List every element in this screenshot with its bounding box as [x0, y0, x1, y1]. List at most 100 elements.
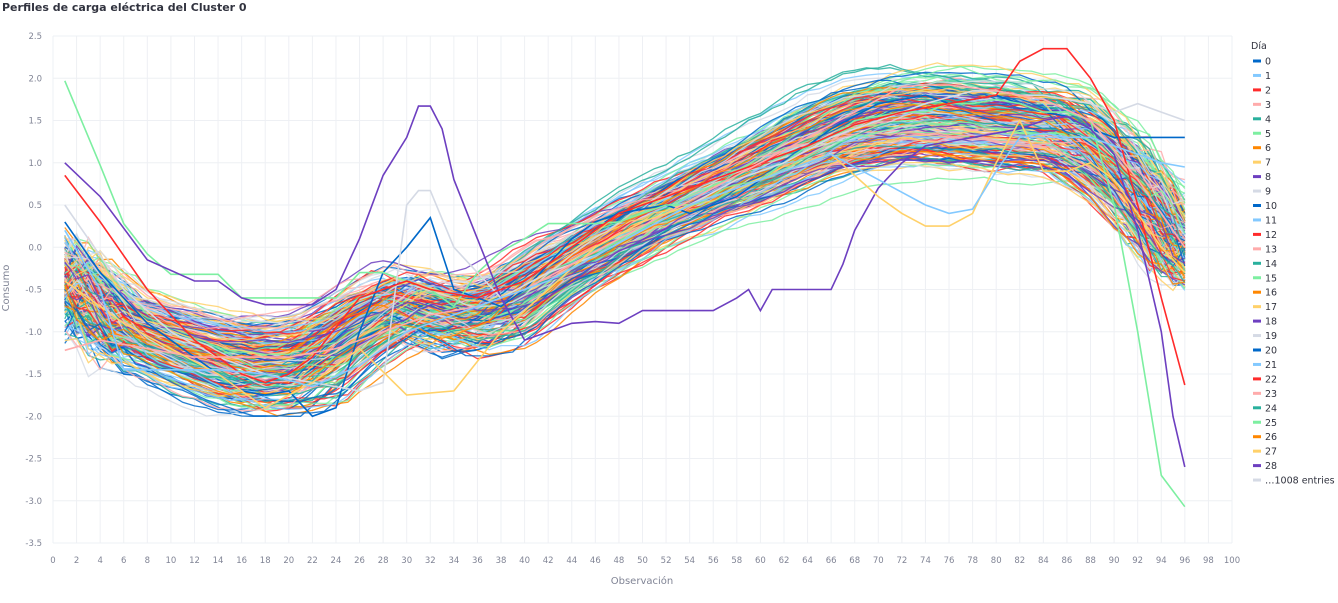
- series-lines[interactable]: [64, 47, 1186, 508]
- profile-line[interactable]: [64, 97, 1185, 390]
- profile-line[interactable]: [64, 134, 1186, 323]
- x-tick-label: 90: [1109, 556, 1120, 566]
- legend-item[interactable]: 17: [1265, 302, 1277, 313]
- profile-line[interactable]: [64, 67, 1186, 369]
- x-tick-label: 10: [165, 556, 176, 566]
- x-tick-label: 54: [684, 556, 695, 566]
- profile-line[interactable]: [64, 118, 1186, 389]
- x-tick-label: 78: [967, 556, 978, 566]
- legend-title: Día: [1251, 41, 1267, 52]
- x-tick-label: 24: [331, 556, 342, 566]
- legend-item[interactable]: 27: [1265, 447, 1277, 458]
- profile-line[interactable]: [64, 80, 1185, 365]
- y-tick-label: -1.5: [25, 370, 42, 380]
- y-axis-ticks: -3.5 -3.0 -2.5 -2.0 -1.5 -1.0 -0.5 0.0 0.5 1.0 1.5…: [25, 32, 42, 549]
- x-tick-label: 32: [425, 556, 436, 566]
- x-tick-label: 64: [802, 556, 813, 566]
- x-tick-label: 14: [213, 556, 224, 566]
- x-tick-label: 60: [755, 556, 766, 566]
- x-tick-label: 0: [50, 556, 55, 566]
- x-tick-label: 96: [1179, 556, 1190, 566]
- x-tick-label: 36: [472, 556, 483, 566]
- legend-item[interactable]: 2: [1265, 85, 1271, 96]
- x-tick-label: 4: [97, 556, 102, 566]
- x-tick-label: 98: [1203, 556, 1214, 566]
- legend-item[interactable]: 7: [1265, 158, 1271, 169]
- x-tick-label: 22: [307, 556, 318, 566]
- x-tick-label: 42: [543, 556, 554, 566]
- legend-item[interactable]: 11: [1265, 215, 1277, 226]
- y-tick-label: 1.5: [28, 117, 42, 127]
- legend[interactable]: Día 012345678910111213141516171819202122…: [1251, 41, 1335, 487]
- profile-line[interactable]: [64, 159, 1186, 362]
- x-tick-label: 2: [74, 556, 79, 566]
- legend-item[interactable]: 23: [1265, 389, 1277, 400]
- x-tick-label: 66: [826, 556, 837, 566]
- x-tick-label: 56: [708, 556, 719, 566]
- legend-item[interactable]: 1: [1265, 71, 1271, 82]
- legend-item[interactable]: 5: [1265, 129, 1271, 140]
- legend-item[interactable]: 24: [1265, 403, 1277, 414]
- profile-line[interactable]: [64, 111, 1186, 388]
- series-line-8[interactable]: [64, 105, 1186, 468]
- y-tick-label: -0.5: [25, 286, 42, 296]
- x-tick-label: 68: [849, 556, 860, 566]
- profile-line[interactable]: [64, 116, 1186, 411]
- legend-item[interactable]: 15: [1265, 273, 1277, 284]
- legend-item[interactable]: 8: [1265, 172, 1271, 183]
- x-tick-label: 38: [496, 556, 507, 566]
- profile-line[interactable]: [64, 134, 1185, 383]
- legend-item[interactable]: 19: [1265, 331, 1277, 342]
- legend-item[interactable]: 22: [1265, 374, 1277, 385]
- x-tick-label: 74: [920, 556, 931, 566]
- legend-item[interactable]: 28: [1265, 461, 1277, 472]
- legend-item[interactable]: 4: [1265, 114, 1271, 125]
- y-tick-label: -2.0: [25, 412, 42, 422]
- legend-item[interactable]: 16: [1265, 288, 1277, 299]
- x-tick-label: 52: [661, 556, 672, 566]
- legend-item[interactable]: 25: [1265, 418, 1277, 429]
- x-tick-label: 48: [614, 556, 625, 566]
- x-tick-label: 20: [283, 556, 294, 566]
- legend-item[interactable]: 13: [1265, 244, 1277, 255]
- legend-item[interactable]: 6: [1265, 143, 1271, 154]
- legend-item[interactable]: 26: [1265, 432, 1277, 443]
- x-tick-label: 16: [236, 556, 247, 566]
- profile-line[interactable]: [64, 104, 1186, 363]
- series-line-2[interactable]: [64, 47, 1186, 386]
- x-tick-label: 92: [1132, 556, 1143, 566]
- legend-item[interactable]: 21: [1265, 360, 1277, 371]
- series-line-15[interactable]: [64, 80, 1186, 508]
- legend-item[interactable]: 14: [1265, 259, 1277, 270]
- x-tick-label: 12: [189, 556, 200, 566]
- legend-item[interactable]: 20: [1265, 346, 1277, 357]
- profile-line[interactable]: [64, 156, 1186, 344]
- x-axis-label: Observación: [611, 575, 673, 587]
- legend-item[interactable]: 0: [1265, 57, 1271, 68]
- series-line-1[interactable]: [64, 132, 1185, 388]
- legend-item[interactable]: 10: [1265, 201, 1277, 212]
- x-tick-label: 94: [1156, 556, 1167, 566]
- legend-item[interactable]: 3: [1265, 100, 1271, 111]
- legend-item[interactable]: 12: [1265, 230, 1277, 241]
- profile-line[interactable]: [64, 131, 1186, 322]
- x-tick-label: 82: [1014, 556, 1025, 566]
- x-tick-label: 86: [1062, 556, 1073, 566]
- x-tick-label: 18: [260, 556, 271, 566]
- legend-item[interactable]: 9: [1265, 187, 1271, 198]
- series-line-3[interactable]: [64, 84, 1186, 358]
- y-tick-label: -3.5: [25, 539, 42, 549]
- profile-line[interactable]: [64, 111, 1186, 341]
- y-axis-label: Consumo: [1, 265, 12, 312]
- x-tick-label: 76: [944, 556, 955, 566]
- legend-item[interactable]: 18: [1265, 317, 1277, 328]
- x-tick-label: 34: [448, 556, 459, 566]
- profile-line[interactable]: [64, 98, 1186, 385]
- x-tick-label: 44: [566, 556, 577, 566]
- x-tick-label: 8: [145, 556, 150, 566]
- legend-more[interactable]: …1008 entries: [1265, 476, 1335, 487]
- profile-line[interactable]: [64, 149, 1186, 346]
- y-tick-label: 2.5: [28, 32, 42, 42]
- x-tick-label: 26: [354, 556, 365, 566]
